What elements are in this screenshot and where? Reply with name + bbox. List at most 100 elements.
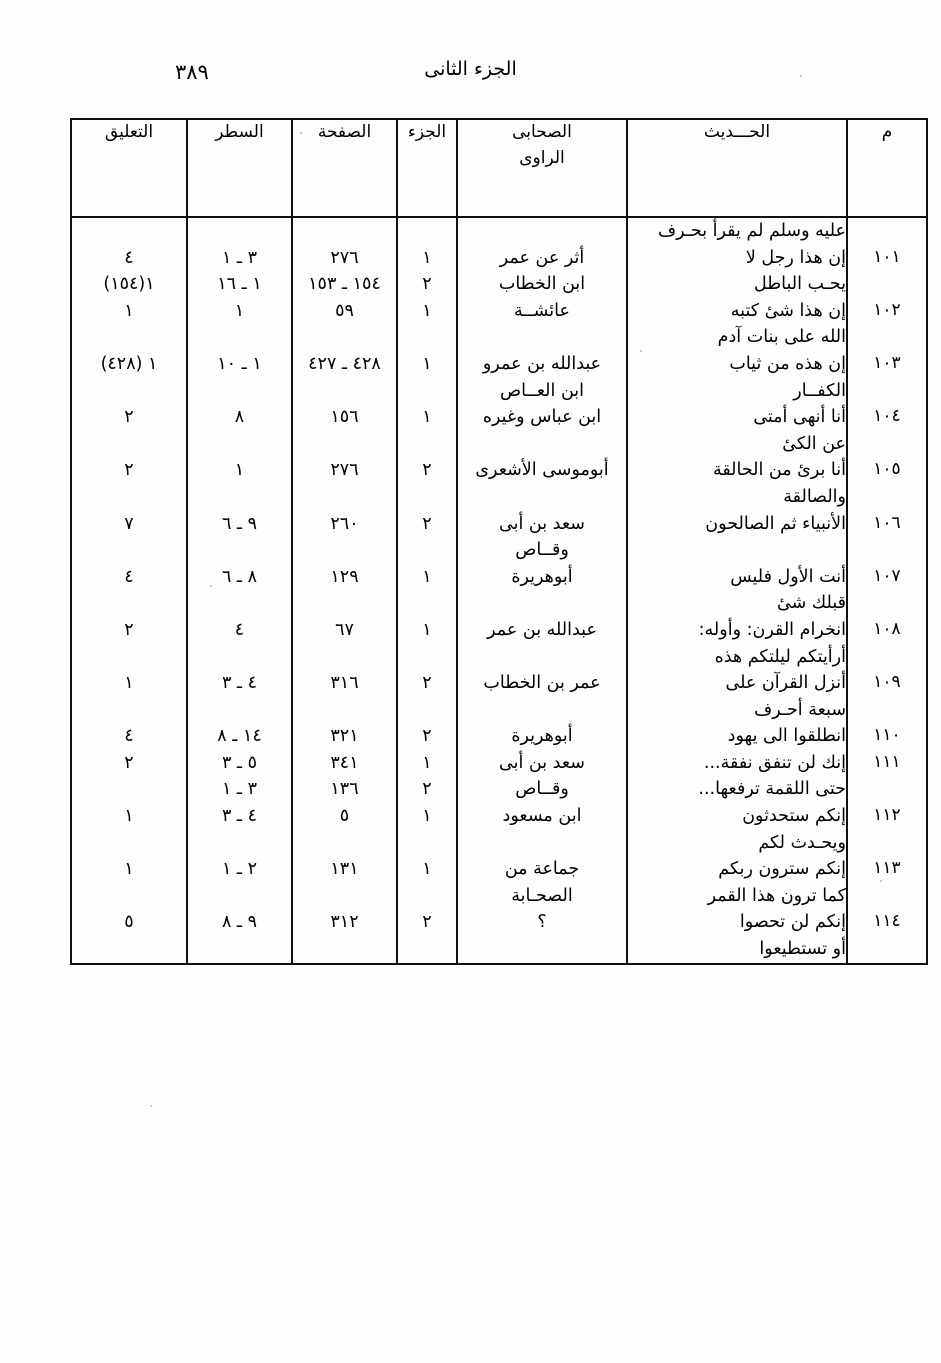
cell-line: ٤ ـ ٣ (186, 803, 293, 857)
juz-line: ١ (422, 247, 432, 268)
cell-page: ٣١٦ (291, 670, 398, 724)
table-row: ١٠٩ أنزل القرآن على سبعة أحـرف عمر بن الخط… (70, 670, 928, 724)
juz-line: ٢ (422, 726, 432, 747)
cell-rawi: أبوموسى الأشعرى (456, 457, 628, 511)
cell-juz (396, 217, 458, 245)
cell-note: ١ (70, 803, 188, 857)
cell-rawi: عبدالله بن عمرو ابن العــاص (456, 350, 628, 405)
hadith-line: إن هذا رجل لا (745, 247, 846, 268)
cell-hadith: انطلقوا الى يهود (626, 723, 848, 750)
cell-line: ٥ ـ ٣ ٣ ـ ١ (186, 749, 293, 804)
hadith-line: انطلقوا الى يهود (727, 726, 846, 747)
cell-rawi: أبوهريرة (456, 563, 628, 617)
row-number: ١١٠ (873, 725, 901, 746)
page-line: ١٣٦ (330, 779, 359, 800)
row-number: ١٠١ (873, 246, 901, 267)
cell-num: ١٠٧ (846, 563, 928, 617)
cell-hadith-carryover: عليه وسلم لم يقرأ بحـرف (626, 217, 848, 245)
rawi-line: ابن الخطاب (498, 274, 586, 295)
cell-juz: ٢ (396, 670, 458, 724)
page-line: ١٢٩ (330, 566, 359, 587)
cell-page: ٢٦٠ (291, 510, 398, 564)
page-line: ٢٦٠ (330, 513, 359, 534)
row-number: ١١٤ (873, 911, 901, 932)
cell-num: ١١١ (846, 749, 928, 804)
rawi-line: سعد بن أبى (499, 513, 585, 534)
rawi-line: الصحـابة (511, 885, 573, 906)
cell-page: ١٣١ (291, 856, 398, 910)
juz-line: ٢ (422, 274, 432, 295)
col-header-rawi: الصحابى الراوى (456, 119, 628, 218)
page-line: ٥ (339, 806, 350, 827)
hadith-line: كما ترون هذا القمر (707, 885, 846, 906)
cell-line: ١٤ ـ ٨ (186, 723, 293, 750)
col-header-page: الصفحة (291, 119, 398, 218)
cell-rawi: ؟ (456, 909, 628, 964)
hadith-line: إنكم ستحدثون (742, 806, 846, 827)
cell-page: ٥ (291, 803, 398, 857)
line-line: ٤ (234, 619, 245, 640)
note-line: ٢ (124, 460, 134, 481)
cell-juz: ٢ (396, 909, 458, 964)
paper-speck (640, 350, 642, 352)
note-line: ٢ (124, 752, 134, 773)
paper-speck (210, 585, 212, 587)
table-row: ١٠٤ أنا أنهى أمتى عن الكى‏ٔ ابن عباس وغيره… (70, 404, 928, 458)
juz-line: ١ (422, 752, 432, 773)
cell-line: ٨ ـ ٦ (186, 563, 293, 617)
cell-num: ١٠٦ (846, 510, 928, 564)
note-line: ٤ (124, 247, 134, 268)
hadith-line: إنكم لن تحصوا (739, 912, 846, 933)
rawi-line: أبوهريرة (511, 566, 573, 587)
hadith-line: الكفــار (793, 380, 846, 401)
cell-hadith: إنكم ستحدثون ويحـدث لكم (626, 803, 848, 857)
cell-juz: ٢ (396, 723, 458, 750)
cell-rawi: عبدالله بن عمر (456, 616, 628, 671)
line-line: ٨ ـ ٦ (221, 566, 258, 587)
note-line: ١ (124, 859, 134, 880)
hadith-line: إن هذا شى‏ٔ كتبه (730, 300, 846, 321)
cell-note: ٢ (70, 404, 188, 458)
juz-line: ٢ (422, 779, 432, 800)
cell-rawi: ابن مسعود (456, 803, 628, 857)
hadith-line: الأنبياء ثم الصالحون (705, 513, 846, 534)
col-header-note: التعليق (70, 119, 188, 218)
hadith-line: أنزل القرآن على (725, 673, 846, 694)
line-line: ٤ ـ ٣ (221, 673, 258, 694)
hadith-line: سبعة أحـرف (754, 699, 846, 720)
cell-page: ١٢٩ (291, 563, 398, 617)
hadith-line: ويحـدث لكم (758, 832, 846, 853)
table-row-carryover: عليه وسلم لم يقرأ بحـرف (70, 217, 928, 245)
cell-juz: ١ (396, 616, 458, 671)
rawi-line: عمر بن الخطاب (483, 673, 601, 694)
table-body: عليه وسلم لم يقرأ بحـرف ١٠١ إن هذا رجل ل… (70, 217, 928, 964)
cell-note (70, 217, 188, 245)
cell-note: ٤ ١(١٥٤) (70, 244, 188, 298)
juz-line: ١ (422, 806, 432, 827)
rawi-line: أبوموسى الأشعرى (475, 460, 609, 481)
cell-page: ٦٧ (291, 616, 398, 671)
cell-num: ١١٤ (846, 909, 928, 964)
line-line: ٢ ـ ١ (221, 859, 258, 880)
hadith-line: عليه وسلم لم يقرأ بحـرف (657, 221, 846, 241)
hadith-index-table-wrapper: م الحـــديث الصحابى الراوى الجزء الصفحة … (70, 118, 928, 1246)
note-line: ٢ (124, 407, 134, 428)
table-row: ١٠٨ انخرام القرن: وأوله: أرأيتكم ليلتكم ه… (70, 616, 928, 671)
cell-juz: ١ (396, 404, 458, 458)
note-line: ٥ (124, 912, 134, 933)
note-line: ٤ (124, 566, 134, 587)
cell-hadith: أنت الأول فليس قبلك شى‏ٔ (626, 563, 848, 617)
table-row: ١١١ إنك لن تنفق نفقة... حتى اللقمة ترفعها… (70, 749, 928, 804)
cell-page: ٣٢١ (291, 723, 398, 750)
cell-hadith: إن هذا شى‏ٔ كتبه الله على بنات آدم (626, 297, 848, 351)
table-row: ١٠٣ إن هذه من ثياب الكفــار عبدالله بن عمر… (70, 350, 928, 405)
cell-page: ١٥٦ (291, 404, 398, 458)
cell-line: ٩ ـ ٦ (186, 510, 293, 564)
cell-note: ٤ (70, 563, 188, 617)
cell-num: ١٠٣ (846, 350, 928, 405)
line-line: ١ (234, 300, 245, 321)
cell-hadith: إن هذا رجل لا يحـب الباطل (626, 244, 848, 298)
